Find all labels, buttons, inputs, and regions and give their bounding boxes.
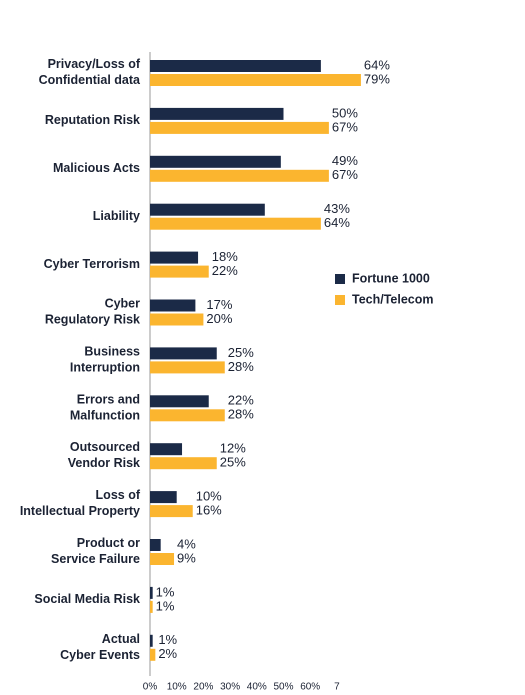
x-tick-label: 10%: [167, 682, 187, 693]
category-label: Reputation Risk: [45, 113, 140, 127]
value-label: 67%: [332, 119, 358, 134]
x-tick-label: 40%: [247, 682, 267, 693]
bar: [150, 121, 329, 134]
bar: [150, 74, 361, 86]
category-label: Liability: [93, 209, 140, 223]
bar: [150, 155, 281, 168]
x-tick-label: 20%: [193, 682, 213, 693]
category-label: Actual Cyber Events: [60, 632, 140, 662]
legend-swatch: [335, 295, 345, 305]
bar: [150, 217, 321, 230]
category-label: Errors and Malfunction: [70, 393, 140, 423]
value-label: 4%: [177, 536, 196, 551]
value-label: 20%: [206, 311, 232, 326]
value-label: 10%: [196, 489, 222, 504]
bar: [150, 347, 217, 360]
value-label: 2%: [158, 646, 177, 661]
category-label: Cyber Terrorism: [44, 257, 140, 271]
bar: [150, 251, 199, 264]
bar: [150, 457, 217, 470]
value-label: 22%: [212, 263, 238, 278]
bar: [150, 443, 183, 456]
value-label: 64%: [364, 57, 390, 72]
bar: [150, 361, 225, 374]
bar: [150, 586, 153, 599]
category-label: Outsourced Vendor Risk: [68, 440, 140, 470]
value-label: 28%: [228, 407, 254, 422]
value-label: 64%: [324, 215, 350, 230]
category-label: Malicious Acts: [53, 161, 140, 175]
category-label: Cyber Regulatory Risk: [45, 297, 140, 327]
value-label: 79%: [364, 71, 390, 86]
legend-swatch: [335, 274, 345, 284]
bar: [150, 60, 321, 72]
x-tick-label: 30%: [220, 682, 240, 693]
value-label: 25%: [220, 455, 246, 470]
bar: [150, 169, 329, 182]
category-label: Product or Service Failure: [51, 536, 140, 566]
bar: [150, 553, 175, 565]
value-label: 1%: [158, 632, 177, 647]
value-label: 67%: [332, 167, 358, 182]
x-tick-label: 7: [334, 682, 340, 693]
value-label: 22%: [228, 393, 254, 408]
bar: [150, 600, 153, 613]
bar: [150, 505, 193, 518]
category-label: Loss of Intellectual Property: [20, 488, 141, 518]
bar: [150, 634, 153, 647]
value-label: 1%: [156, 598, 175, 613]
bar: [150, 409, 225, 422]
value-label: 16%: [196, 503, 222, 518]
value-label: 1%: [156, 584, 175, 599]
category-label: Business Interruption: [70, 345, 140, 375]
legend-label: Tech/Telecom: [352, 292, 434, 306]
category-label: Privacy/Loss of Confidential data: [39, 57, 141, 87]
value-label: 18%: [212, 249, 238, 264]
bar: [150, 265, 209, 278]
value-label: 25%: [228, 345, 254, 360]
value-label: 50%: [332, 105, 358, 120]
value-label: 9%: [177, 550, 196, 565]
bar: [150, 395, 209, 408]
value-label: 43%: [324, 201, 350, 216]
bar: [150, 107, 284, 120]
value-label: 17%: [206, 297, 232, 312]
value-label: 49%: [332, 153, 358, 168]
bar: [150, 313, 204, 326]
bar: [150, 203, 265, 216]
x-tick-label: 60%: [300, 682, 320, 693]
bar: [150, 299, 196, 312]
x-tick-label: 50%: [273, 682, 293, 693]
value-label: 12%: [220, 441, 246, 456]
category-label: Social Media Risk: [34, 592, 140, 606]
value-label: 28%: [228, 359, 254, 374]
bar: [150, 539, 161, 551]
bar: [150, 648, 156, 661]
bar: [150, 491, 177, 504]
x-tick-label: 0%: [143, 682, 158, 693]
legend-label: Fortune 1000: [352, 271, 430, 285]
